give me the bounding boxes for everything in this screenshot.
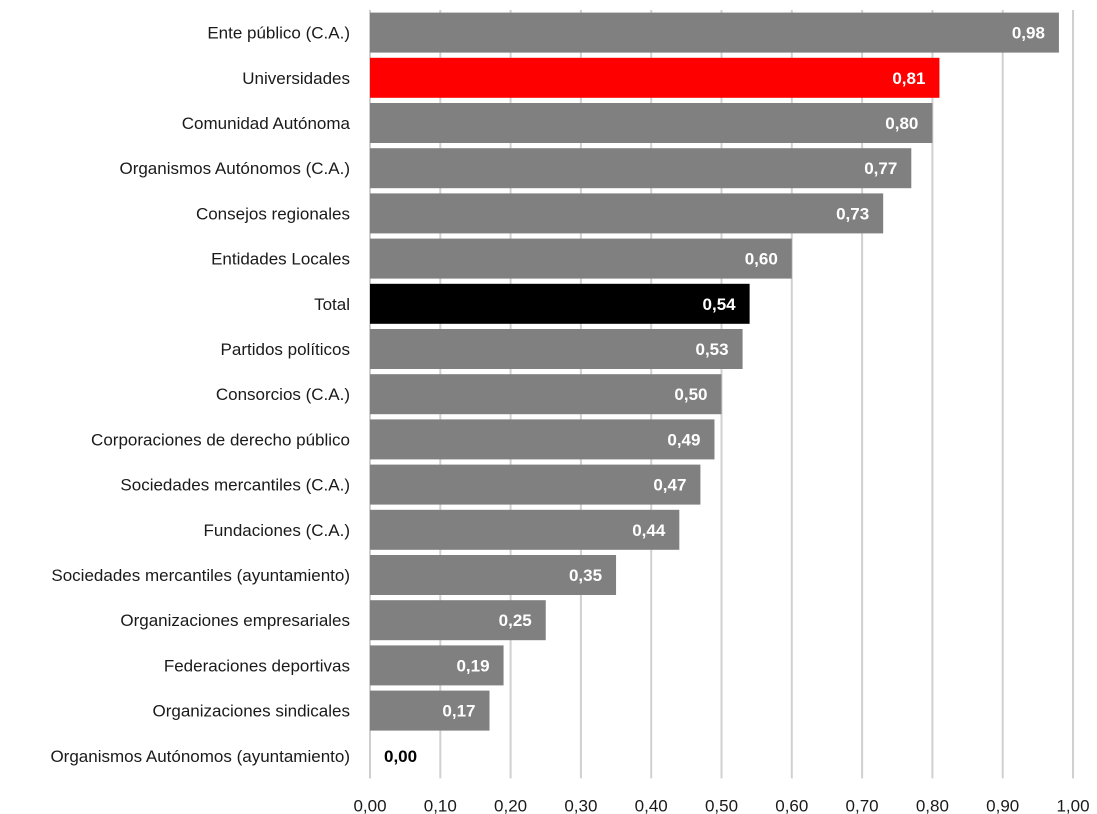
category-label: Organismos Autónomos (ayuntamiento): [50, 747, 350, 766]
value-label: 0,73: [836, 204, 869, 223]
category-label: Entidades Locales: [211, 250, 350, 269]
value-label: 0,98: [1012, 24, 1045, 43]
bar: [370, 148, 911, 188]
bars: [370, 13, 1059, 731]
x-tick-label: 0,70: [846, 796, 879, 814]
value-label: 0,53: [695, 340, 728, 359]
category-label: Organizaciones sindicales: [153, 702, 351, 721]
bar: [370, 58, 939, 98]
value-label: 0,35: [569, 566, 602, 585]
category-label: Fundaciones (C.A.): [204, 521, 350, 540]
category-label: Total: [314, 295, 350, 314]
category-label: Sociedades mercantiles (ayuntamiento): [51, 566, 350, 585]
value-label: 0,25: [499, 611, 532, 630]
value-label: 0,60: [745, 250, 778, 269]
category-label: Comunidad Autónoma: [182, 114, 351, 133]
bar: [370, 239, 792, 279]
x-tick-label: 0,90: [986, 796, 1019, 814]
category-label: Organismos Autónomos (C.A.): [119, 159, 350, 178]
value-label: 0,00: [384, 747, 417, 766]
x-tick-label: 0,20: [494, 796, 527, 814]
x-tick-label: 0,50: [705, 796, 738, 814]
value-label: 0,49: [667, 430, 700, 449]
bar: [370, 329, 743, 369]
category-label: Universidades: [242, 69, 350, 88]
value-label: 0,54: [703, 295, 737, 314]
x-tick-label: 0,30: [564, 796, 597, 814]
category-label: Federaciones deportivas: [164, 656, 350, 675]
category-label: Consejos regionales: [196, 204, 350, 223]
category-label: Ente público (C.A.): [207, 24, 350, 43]
bar: [370, 284, 750, 324]
x-tick-label: 1,00: [1056, 796, 1089, 814]
bar: [370, 103, 932, 143]
value-label: 0,17: [442, 702, 475, 721]
bar: [370, 465, 700, 505]
x-tick-label: 0,60: [775, 796, 808, 814]
x-tick-label: 0,80: [916, 796, 949, 814]
value-label: 0,47: [653, 476, 686, 495]
bar: [370, 193, 883, 233]
value-label: 0,77: [864, 159, 897, 178]
value-label: 0,81: [892, 69, 925, 88]
value-label: 0,50: [674, 385, 707, 404]
x-axis-tick-labels: 0,00 0,10 0,20 0,30 0,40 0,50 0,60 0,70 0,80 0,90…: [353, 796, 1089, 814]
value-label: 0,19: [456, 656, 489, 675]
category-label: Organizaciones empresariales: [120, 611, 350, 630]
value-label: 0,80: [885, 114, 918, 133]
x-tick-label: 0,10: [424, 796, 457, 814]
category-label: Corporaciones de derecho público: [91, 430, 350, 449]
category-label: Partidos políticos: [221, 340, 350, 359]
x-tick-label: 0,00: [353, 796, 386, 814]
value-label: 0,44: [632, 521, 666, 540]
bar: [370, 374, 722, 414]
bar: [370, 13, 1059, 53]
bar: [370, 419, 714, 459]
category-labels: Ente público (C.A.) Universidades Comunida…: [50, 24, 350, 766]
category-label: Consorcios (C.A.): [216, 385, 350, 404]
x-tick-label: 0,40: [635, 796, 668, 814]
category-label: Sociedades mercantiles (C.A.): [120, 476, 350, 495]
